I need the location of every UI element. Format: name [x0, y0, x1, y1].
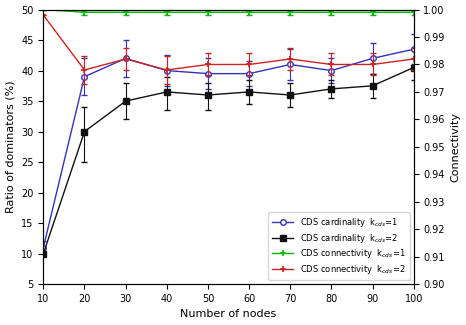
Y-axis label: Ratio of dominators (%): Ratio of dominators (%): [6, 81, 15, 213]
Legend: CDS cardinality  k$_{cds}$=1, CDS cardinality  k$_{cds}$=2, CDS connectivity  k$: CDS cardinality k$_{cds}$=1, CDS cardina…: [268, 212, 410, 280]
X-axis label: Number of nodes: Number of nodes: [180, 309, 277, 319]
Y-axis label: Connectivity: Connectivity: [451, 112, 460, 182]
